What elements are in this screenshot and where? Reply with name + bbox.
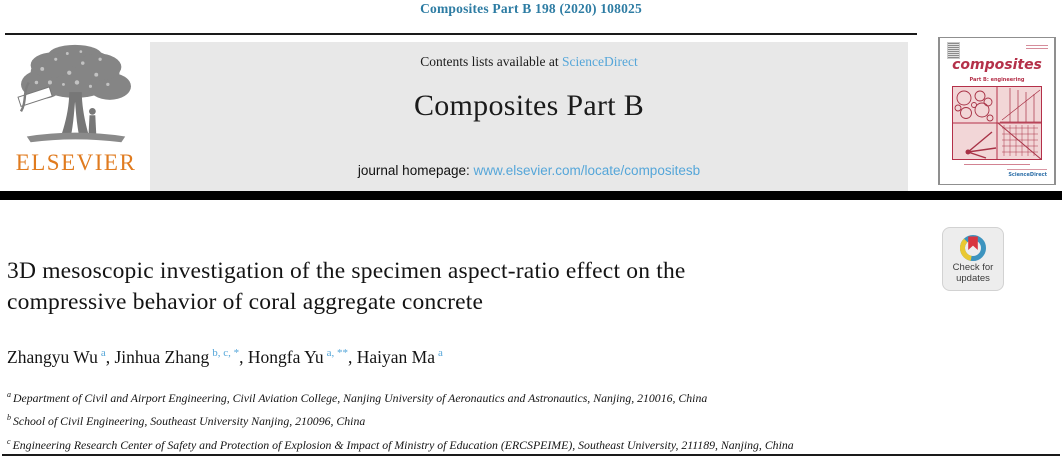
cover-subtitle: Part B: engineering (969, 77, 1025, 83)
elsevier-logo[interactable]: ELSEVIER (5, 40, 147, 190)
cover-title: composites (952, 57, 1042, 73)
affiliation-text: School of Civil Engineering, Southeast U… (13, 414, 366, 429)
affiliation-line: a Department of Civil and Airport Enginee… (7, 385, 794, 408)
article-title-line2: compressive behavior of coral aggregate … (7, 289, 484, 315)
homepage-prefix: journal homepage: (357, 163, 474, 178)
author-name: Haiyan Ma (356, 347, 435, 367)
article-title-line1: 3D mesoscopic investigation of the speci… (7, 258, 686, 284)
homepage-line: journal homepage: www.elsevier.com/locat… (150, 163, 908, 178)
masthead-divider-bar (0, 191, 1062, 200)
elsevier-wordmark: ELSEVIER (15, 150, 137, 175)
top-rule (5, 33, 917, 35)
author-affil-sup: a (437, 347, 443, 360)
affiliation-marker: a (7, 390, 11, 399)
crossmark-icon (943, 233, 1003, 263)
author-name: Jinhua Zhang (114, 347, 210, 367)
author-separator: , (347, 347, 357, 367)
author-affil-sup: a (100, 347, 106, 360)
author-name: Hongfa Yu (247, 347, 324, 367)
cover-url-line (964, 164, 1030, 165)
journal-homepage-link[interactable]: www.elsevier.com/locate/compositesb (473, 163, 701, 178)
contents-line: Contents lists available at ScienceDirec… (150, 42, 908, 70)
affiliation-line: b School of Civil Engineering, Southeast … (7, 408, 794, 431)
sciencedirect-link[interactable]: ScienceDirect (562, 54, 638, 69)
author-separator: , (105, 347, 115, 367)
cover-barcode-stamp (947, 42, 960, 59)
crossmark-badge[interactable]: Check for updates (942, 227, 1004, 291)
affiliation-text: Department of Civil and Airport Engineer… (13, 390, 708, 405)
bottom-rule (2, 454, 1060, 456)
affiliation-text: Engineering Research Center of Safety an… (12, 437, 794, 452)
cover-issue-text (1026, 45, 1048, 51)
journal-citation: Composites Part B 198 (2020) 108025 (420, 1, 642, 16)
author-name: Zhangyu Wu (7, 347, 98, 367)
author-affil-sup: b, c, * (212, 347, 240, 360)
affiliation-line: c Engineering Research Center of Safety a… (7, 432, 794, 455)
affiliation-marker: b (7, 413, 11, 423)
author-affil-sup: a, ** (326, 347, 348, 360)
affiliations: a Department of Civil and Airport Enginee… (7, 385, 794, 455)
author-separator: , (239, 347, 248, 367)
journal-masthead-banner: Contents lists available at ScienceDirec… (150, 42, 908, 191)
cover-sciencedirect-label: ScienceDirect (1007, 169, 1047, 178)
journal-title: Composites Part B (413, 89, 645, 122)
article-title: 3D mesoscopic investigation of the speci… (7, 256, 686, 318)
journal-cover-thumbnail[interactable]: composites Part B: engineering (938, 37, 1056, 185)
contents-prefix: Contents lists available at (420, 54, 562, 69)
affiliation-marker: c (7, 436, 11, 446)
author-list: Zhangyu Wu a, Jinhua Zhang b, c, *, Hongfa… (7, 347, 443, 368)
crossmark-label: Check for updates (952, 262, 994, 284)
elsevier-tree-icon (5, 40, 147, 150)
